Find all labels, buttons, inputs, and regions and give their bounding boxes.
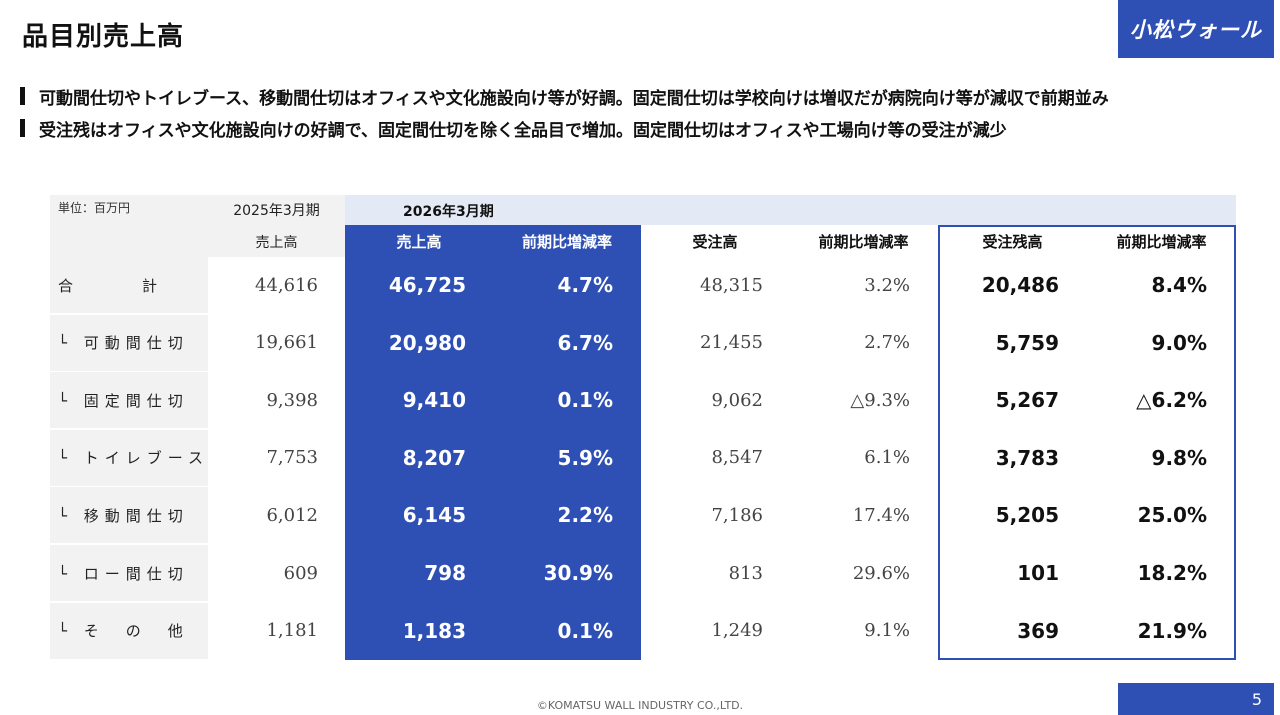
col-header-orders: 受注高 bbox=[692, 232, 738, 251]
table-row: └ 固定間仕切 9,398 9,410 0.1% 9,062 △9.3% 5,267 △6.2… bbox=[50, 372, 1236, 429]
table-row: └ そ の 他 1,181 1,183 0.1% 1,249 9.1% 369 21.9% bbox=[50, 602, 1236, 660]
row-label: └ 可動間仕切 bbox=[50, 314, 208, 371]
orders-value: 9,062 bbox=[711, 389, 763, 411]
col-header-orders-rate: 前期比増減率 bbox=[818, 232, 909, 251]
sales-rate-value: 4.7% bbox=[557, 273, 613, 297]
backlog-value: 5,267 bbox=[995, 388, 1059, 413]
backlog-rate-value: 9.0% bbox=[1151, 330, 1207, 355]
sales-value: 46,725 bbox=[388, 273, 466, 297]
row-label: └ そ の 他 bbox=[50, 602, 208, 659]
orders-value: 48,315 bbox=[700, 274, 763, 296]
col-header-backlog-rate: 前期比増減率 bbox=[1116, 232, 1207, 251]
sales-value: 9,410 bbox=[402, 388, 466, 413]
table-row: └ 可動間仕切 19,661 20,980 6.7% 21,455 2.7% 5,759 9.… bbox=[50, 314, 1236, 372]
backlog-value: 5,205 bbox=[995, 503, 1059, 528]
sales-value: 1,183 bbox=[402, 618, 466, 643]
orders-rate-value: 29.6% bbox=[852, 562, 910, 584]
orders-rate-value: 17.4% bbox=[852, 504, 910, 526]
backlog-rate-value: 9.8% bbox=[1151, 445, 1207, 470]
prev-period-label: 2025年3月期 bbox=[233, 203, 320, 219]
sales-rate-value: 5.9% bbox=[557, 445, 613, 470]
unit-label: 単位：百万円 bbox=[50, 195, 208, 257]
sales-rate-value: 30.9% bbox=[543, 561, 613, 585]
sales-value: 8,207 bbox=[402, 445, 466, 470]
sales-value: 6,145 bbox=[402, 503, 466, 528]
table-row: 合 計 44,616 46,725 4.7% 48,315 3.2% 20,486 8.4% bbox=[50, 257, 1236, 314]
sales-rate-value: 6.7% bbox=[557, 330, 613, 355]
sales-rate-value: 0.1% bbox=[557, 618, 613, 643]
prev-sales-value: 9,398 bbox=[266, 389, 318, 411]
company-logo: 小松ウォール bbox=[1118, 0, 1274, 58]
prev-sales-value: 609 bbox=[283, 562, 318, 584]
orders-rate-value: 2.7% bbox=[864, 332, 910, 354]
summary-bullets: 可動間仕切やトイレブース、移動間仕切はオフィスや文化施設向け等が好調。固定間仕切… bbox=[20, 86, 1109, 150]
orders-value: 813 bbox=[728, 562, 763, 584]
orders-value: 7,186 bbox=[711, 504, 763, 526]
row-label: └ 固定間仕切 bbox=[50, 372, 208, 429]
orders-value: 8,547 bbox=[711, 447, 763, 469]
sales-value: 798 bbox=[424, 561, 466, 585]
sales-rate-value: 0.1% bbox=[557, 388, 613, 413]
bullet-marker-icon bbox=[20, 119, 25, 137]
sales-value: 20,980 bbox=[388, 330, 466, 355]
backlog-value: 5,759 bbox=[995, 330, 1059, 355]
row-label: └ 移動間仕切 bbox=[50, 487, 208, 544]
prev-period-header: 2025年3月期 売上高 bbox=[208, 195, 345, 257]
prev-sales-value: 7,753 bbox=[266, 447, 318, 469]
bullet-text: 可動間仕切やトイレブース、移動間仕切はオフィスや文化施設向け等が好調。固定間仕切… bbox=[39, 88, 1109, 109]
bullet-marker-icon bbox=[20, 87, 25, 105]
orders-value: 21,455 bbox=[700, 332, 763, 354]
backlog-rate-value: △6.2% bbox=[1136, 388, 1207, 413]
row-label: └ ロー間仕切 bbox=[50, 545, 208, 601]
sales-rate-value: 2.2% bbox=[557, 503, 613, 528]
page-title: 品目別売上高 bbox=[22, 22, 185, 52]
row-label: └ トイレブース bbox=[50, 429, 208, 486]
bullet-item: 可動間仕切やトイレブース、移動間仕切はオフィスや文化施設向け等が好調。固定間仕切… bbox=[20, 86, 1109, 109]
current-period-band: 2026年3月期 bbox=[345, 195, 1236, 225]
prev-sales-value: 6,012 bbox=[266, 504, 318, 526]
orders-rate-value: 3.2% bbox=[864, 274, 910, 296]
table-row: └ 移動間仕切 6,012 6,145 2.2% 7,186 17.4% 5,205 25.0… bbox=[50, 487, 1236, 544]
table-row: └ ロー間仕切 609 798 30.9% 813 29.6% 101 18.2% bbox=[50, 545, 1236, 602]
bullet-item: 受注残はオフィスや文化施設向けの好調で、固定間仕切を除く全品目で増加。固定間仕切… bbox=[20, 118, 1109, 141]
col-header-sales-rate: 前期比増減率 bbox=[521, 232, 612, 251]
backlog-rate-value: 21.9% bbox=[1137, 618, 1207, 643]
orders-value: 1,249 bbox=[711, 620, 763, 642]
current-sales-highlight bbox=[345, 225, 641, 660]
backlog-box bbox=[938, 225, 1236, 660]
backlog-value: 20,486 bbox=[981, 273, 1059, 297]
page-number: 5 bbox=[1118, 683, 1274, 715]
sales-table: 単位：百万円 2025年3月期 売上高 2026年3月期 売上高 前期比増減率 … bbox=[50, 195, 1236, 660]
col-header-backlog: 受注残高 bbox=[982, 232, 1043, 251]
prev-sales-value: 1,181 bbox=[266, 620, 318, 642]
prev-sales-value: 44,616 bbox=[255, 274, 318, 296]
bullet-text: 受注残はオフィスや文化施設向けの好調で、固定間仕切を除く全品目で増加。固定間仕切… bbox=[39, 120, 1007, 141]
copyright: ©KOMATSU WALL INDUSTRY CO.,LTD. bbox=[536, 699, 744, 712]
prev-sales-header: 売上高 bbox=[255, 235, 298, 251]
backlog-rate-value: 25.0% bbox=[1137, 503, 1207, 528]
current-period-label: 2026年3月期 bbox=[403, 204, 494, 220]
orders-rate-value: △9.3% bbox=[850, 389, 910, 411]
backlog-rate-value: 8.4% bbox=[1151, 273, 1207, 297]
backlog-rate-value: 18.2% bbox=[1137, 561, 1207, 585]
backlog-value: 369 bbox=[1017, 618, 1059, 643]
row-label: 合 計 bbox=[50, 257, 208, 313]
backlog-value: 101 bbox=[1017, 561, 1059, 585]
backlog-value: 3,783 bbox=[995, 445, 1059, 470]
prev-sales-value: 19,661 bbox=[255, 332, 318, 354]
table-row: └ トイレブース 7,753 8,207 5.9% 8,547 6.1% 3,783 9.8% bbox=[50, 429, 1236, 487]
orders-rate-value: 9.1% bbox=[864, 620, 910, 642]
col-header-sales: 売上高 bbox=[396, 232, 442, 251]
orders-rate-value: 6.1% bbox=[864, 447, 910, 469]
